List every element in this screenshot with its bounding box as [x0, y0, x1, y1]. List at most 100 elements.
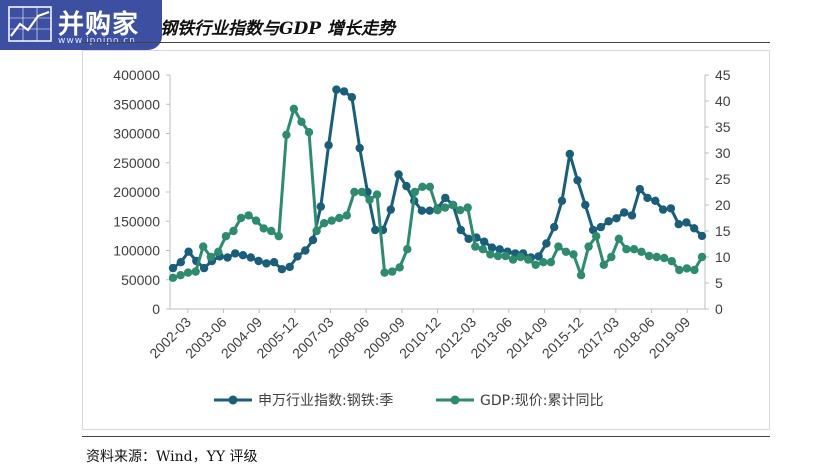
series-2-point [561, 247, 571, 256]
y-left-tick-label: 400000 [113, 67, 160, 83]
series-1-point [246, 253, 255, 262]
series-2-point [403, 245, 412, 254]
series-layer [168, 85, 707, 282]
bottom-divider [82, 436, 770, 437]
series-2-point [614, 234, 624, 243]
series-2-point [267, 226, 276, 236]
series-1-point [480, 237, 489, 246]
series-1-point [223, 253, 232, 262]
legend: 申万行业指数:钢铁:季 GDP:现价:累计同比 [214, 393, 604, 409]
series-1-point [285, 262, 294, 272]
series-2-point [365, 195, 374, 204]
series-1-point [464, 234, 473, 243]
y-left-tick-label: 150000 [113, 213, 160, 229]
series-2-point [236, 213, 246, 223]
logo-url: www.ipoipo.cn [58, 36, 136, 46]
y-left-tick-label: 350000 [113, 96, 160, 112]
series-1-point [697, 231, 707, 241]
series-2-point [524, 255, 533, 264]
series-1-point [339, 87, 349, 96]
series-1-point [666, 204, 676, 213]
site-logo: 并购家 www.ipoipo.cn [0, 0, 162, 50]
series-2-point [478, 245, 487, 254]
series-1-point [487, 243, 497, 252]
series-1-point [581, 200, 590, 210]
y-right-tick-label: 5 [715, 275, 723, 291]
series-1-point [651, 196, 660, 205]
series-2-point [312, 226, 321, 236]
series-1-point [199, 263, 209, 273]
series-2-point [667, 257, 676, 266]
series-1-point [176, 258, 185, 267]
series-2-point [486, 250, 495, 259]
series-2-point [546, 258, 556, 267]
series-1-point [394, 170, 403, 179]
series-2-point [342, 211, 351, 220]
series-2-point [501, 251, 510, 261]
page-title: 钢铁行业指数与GDP 增长走势 [160, 19, 395, 39]
series-2-point [244, 211, 253, 220]
series-1-point [573, 176, 582, 185]
series-1-point [596, 222, 606, 232]
series-2-point [569, 250, 578, 259]
series-1-point [495, 245, 504, 254]
series-1-point [643, 193, 652, 203]
y-right-tick-label: 30 [715, 145, 731, 161]
series-2-point [644, 251, 654, 261]
series-2-point [433, 206, 442, 215]
series-2-point [463, 203, 472, 212]
series-2-point [327, 216, 336, 225]
y-right-tick-label: 15 [715, 223, 731, 239]
series-line-2 [172, 107, 704, 280]
series-1-point [635, 184, 644, 194]
series-2-point [176, 271, 185, 280]
series-1-point [355, 143, 364, 153]
series-2-point [229, 226, 238, 236]
series-2-point [206, 252, 215, 262]
series-2-point [259, 224, 268, 233]
series-2-point [425, 182, 435, 191]
series-2-point [660, 253, 669, 263]
y-left-tick-label: 300000 [113, 126, 160, 142]
series-2-point [516, 252, 525, 262]
series-1-point [417, 206, 427, 215]
series-1-point [604, 217, 613, 226]
series-2-point [682, 264, 692, 273]
y-right-tick-label: 45 [715, 67, 731, 83]
series-1-point [324, 141, 333, 150]
series-2-point [335, 213, 344, 223]
series-1-point [347, 93, 357, 102]
series-1-point [277, 265, 287, 274]
series-1-point [534, 252, 543, 261]
source-note: 资料来源：Wind，YY 评级 [86, 449, 258, 465]
y-right-tick-label: 25 [715, 171, 731, 187]
series-2-point [199, 242, 208, 251]
legend-label: 申万行业指数:钢铁:季 [258, 393, 393, 409]
series-2-point [380, 268, 389, 277]
series-1-point [371, 225, 380, 235]
series-2-point [697, 252, 707, 262]
series-1-point [262, 259, 271, 268]
series-2-point [168, 273, 178, 282]
series-2-point [440, 203, 450, 212]
series-1-point [402, 181, 411, 191]
series-2-point [629, 245, 639, 254]
series-2-point [599, 260, 608, 269]
series-1-point [168, 263, 178, 273]
y-left-tick-label: 250000 [113, 155, 160, 171]
series-1-point [269, 258, 279, 267]
y-right-tick-label: 20 [715, 197, 731, 213]
series-1-point [316, 202, 325, 211]
series-2-point [274, 232, 283, 241]
series-1-point [557, 196, 567, 205]
series-2-point [183, 268, 193, 277]
y-right-tick-label: 40 [715, 93, 731, 109]
legend-label: GDP:现价:累计同比 [480, 393, 604, 409]
series-2-point [372, 190, 382, 199]
series-2-point [418, 182, 427, 191]
series-2-point [388, 267, 397, 276]
series-2-point [471, 242, 480, 251]
series-1-point [231, 249, 240, 258]
series-1-point [238, 251, 248, 260]
series-2-point [448, 200, 457, 210]
